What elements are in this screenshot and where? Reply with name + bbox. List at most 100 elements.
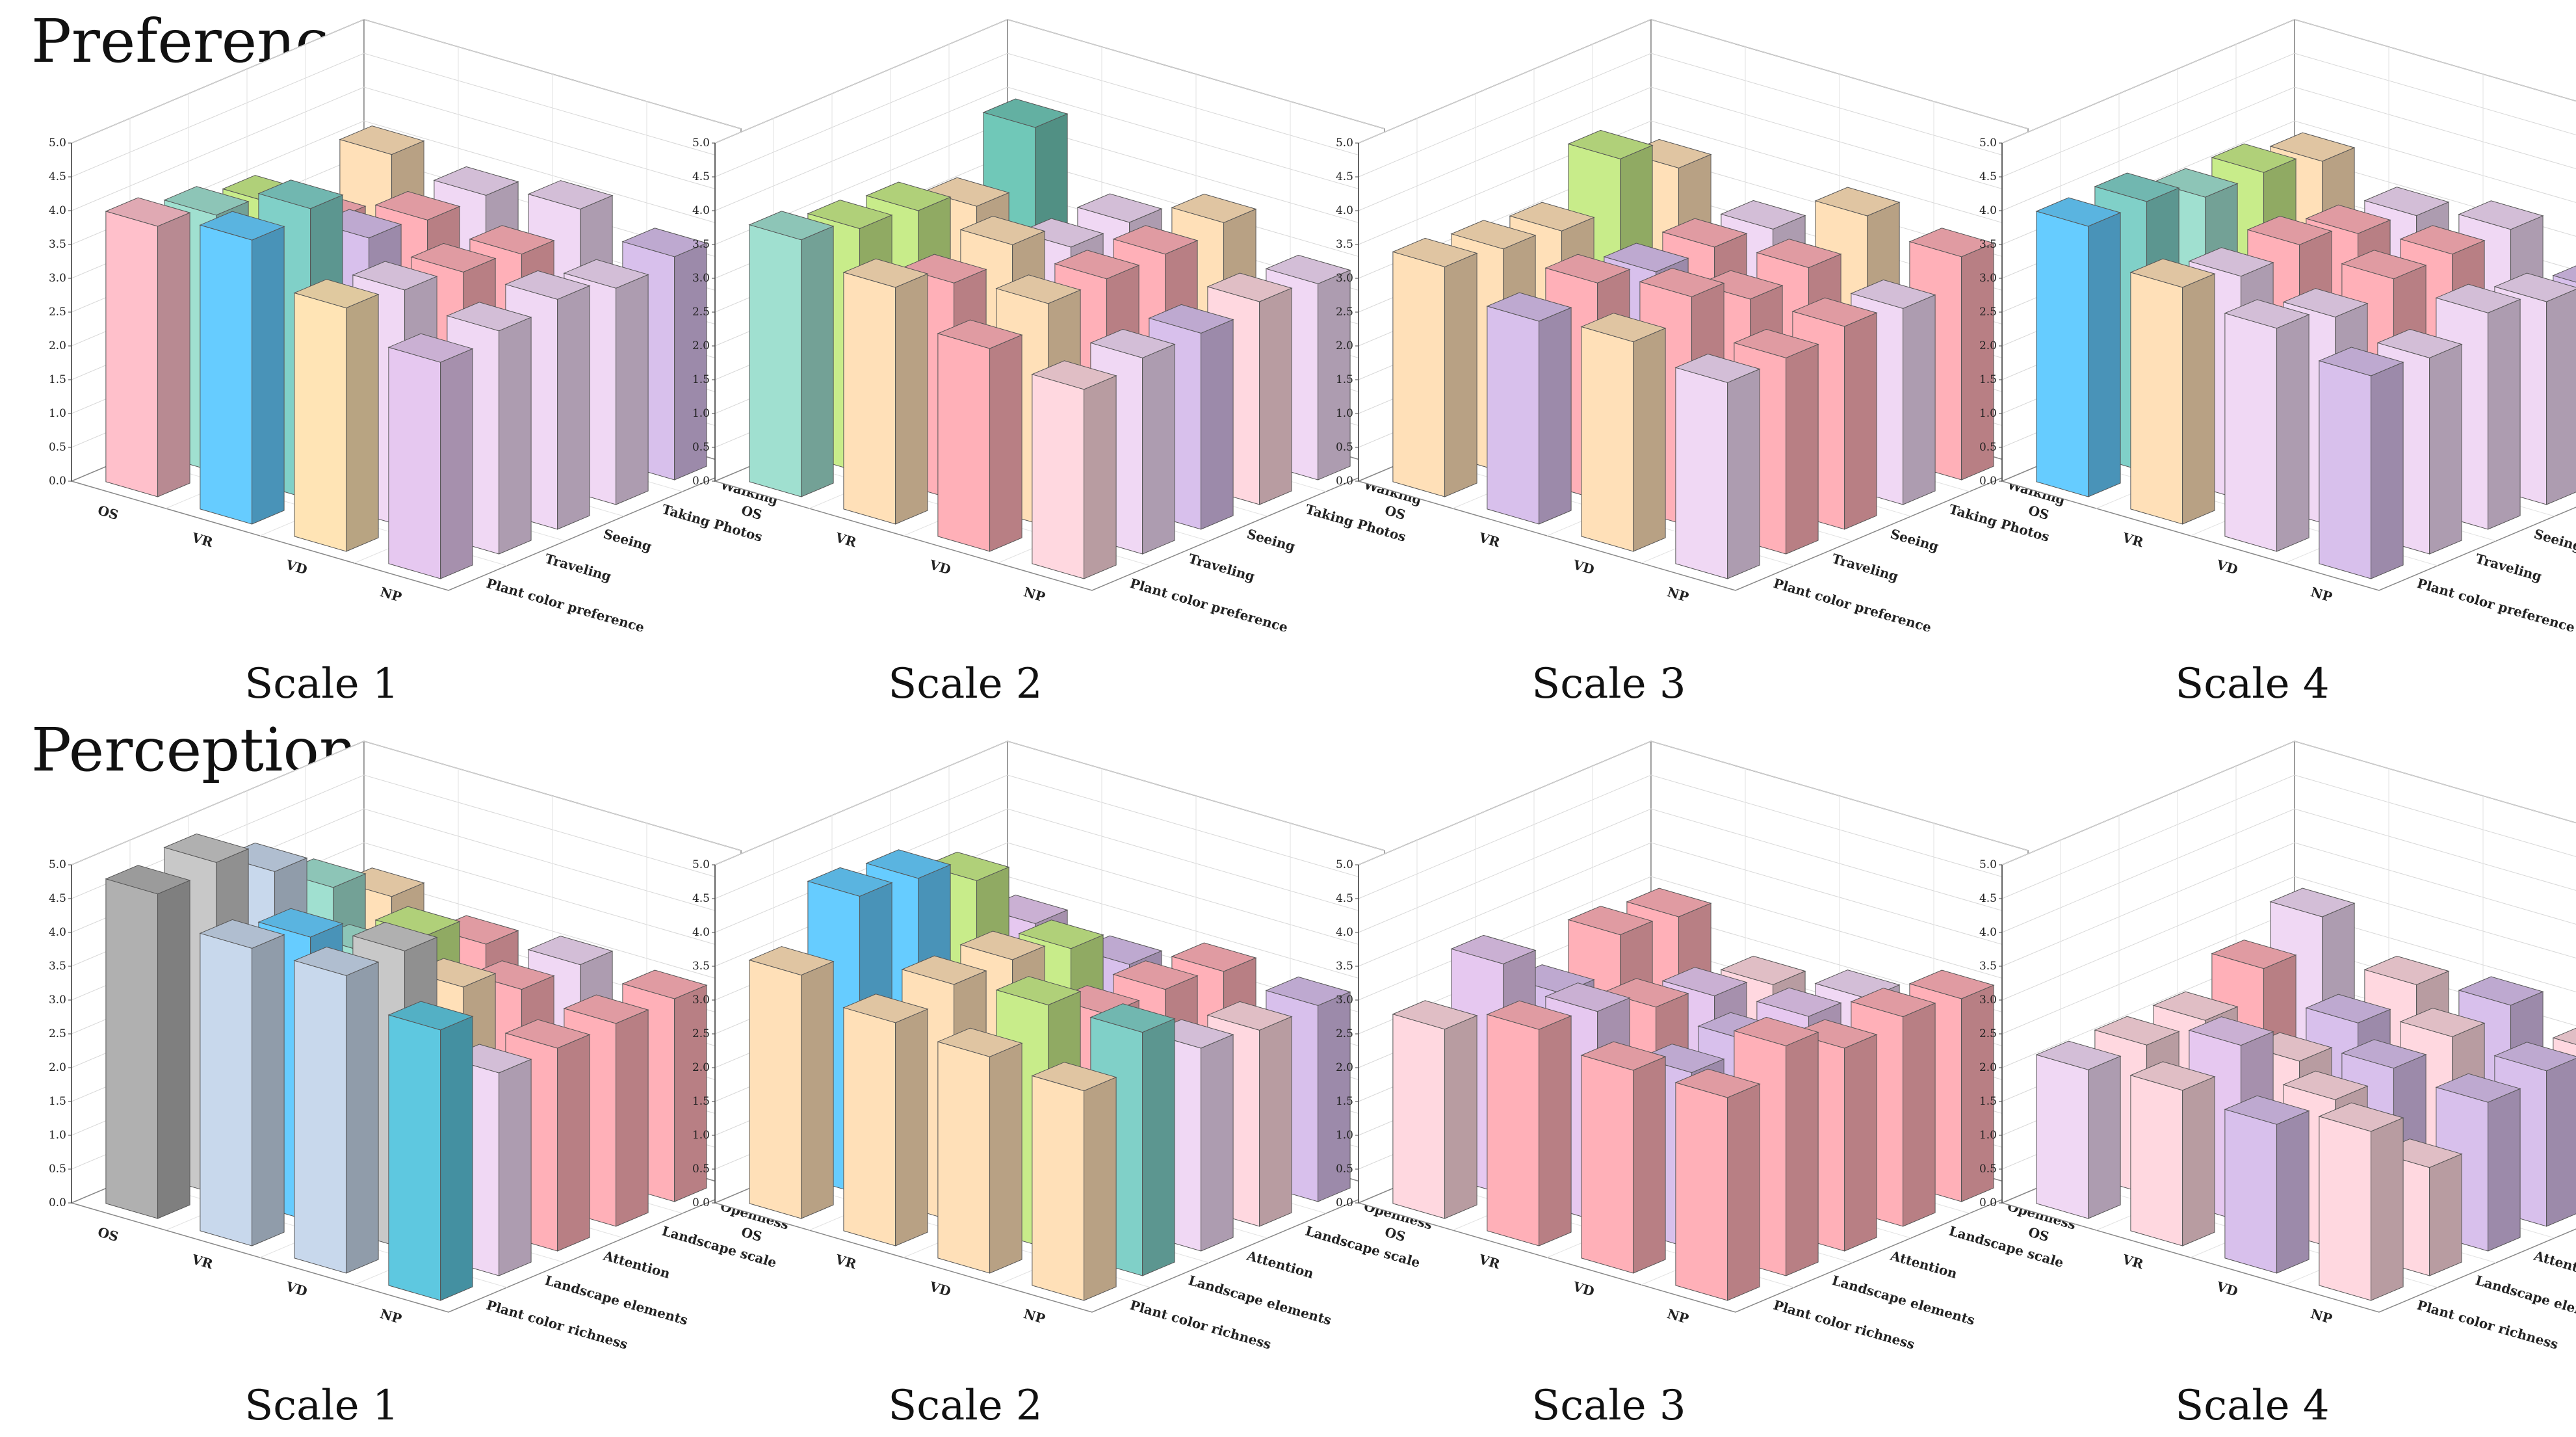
y-tick-label: 1.0 (692, 1129, 710, 1142)
bar-top-face (807, 200, 893, 230)
bar-top-face (2435, 283, 2521, 313)
y-tick-label: 3.0 (1336, 272, 1353, 285)
bar-front-face (2130, 272, 2183, 525)
bar (2129, 1061, 2216, 1246)
bar-top-face (901, 254, 987, 283)
chart-title: Scale 1 (244, 1382, 399, 1430)
bar-front-face (388, 347, 441, 579)
y-tick-label: 0.5 (1979, 441, 1997, 454)
gridline (1358, 741, 2029, 865)
y-tick-label: 1.5 (1979, 373, 1997, 386)
bar-front-face (2130, 1075, 2183, 1246)
bar-top-face (504, 1019, 591, 1049)
gridline (1358, 53, 2029, 178)
y-tick-label: 3.5 (1979, 960, 1997, 973)
bar-top-face (924, 177, 1010, 207)
bar-top-face (1450, 934, 1537, 964)
chart-panel-preference-scale-1: 0.0 0.5 1.0 1.5 2.0 2.5 3.0 3.5 4.0 4.5 5.0 OS VR VD N… (0, 18, 780, 715)
bar-top-face (1756, 987, 1842, 1017)
bar-top-face (2341, 250, 2427, 280)
y-tick-label: 4.5 (692, 892, 710, 905)
bar-top-face (2305, 994, 2391, 1023)
y-tick-label: 4.5 (1336, 892, 1353, 905)
x-tick-label: OS (1383, 1224, 1407, 1245)
bar (1031, 360, 1117, 579)
y-ticks: 0.0 0.5 1.0 1.5 2.0 2.5 3.0 3.5 4.0 4.5 5.0 (1336, 858, 1359, 1209)
gridline (1358, 86, 2029, 211)
y-tick-label: 0.5 (692, 441, 710, 454)
y-tick-label: 4.0 (1336, 926, 1353, 939)
bar-top-face (2399, 1007, 2486, 1037)
gridline (714, 741, 1385, 865)
bar-top-face (1567, 129, 1654, 159)
bar-top-face (2458, 976, 2544, 1006)
bar-side-face (801, 960, 834, 1219)
bar-top-face (1392, 237, 1478, 267)
bar-top-face (2211, 143, 2297, 173)
bar-top-face (410, 243, 497, 272)
y-tick-label: 3.5 (49, 960, 66, 973)
x-tick-label: NP (378, 1306, 404, 1326)
bars (748, 849, 1351, 1301)
bar-top-face (2188, 1016, 2274, 1046)
bar (2224, 299, 2310, 552)
bar-front-face (2036, 211, 2089, 497)
bar-front-face (200, 932, 253, 1246)
bar-front-face (1032, 374, 1085, 579)
bar-top-face (352, 261, 438, 291)
gridline (2001, 774, 2576, 899)
y-tick-label: 2.0 (692, 1061, 710, 1074)
chart-3d-bar: 0.0 0.5 1.0 1.5 2.0 2.5 3.0 3.5 4.0 4.5 5.0 OS VR VD N… (49, 18, 780, 635)
bar-front-face (749, 224, 802, 497)
bar-top-face (1639, 1044, 1725, 1074)
bar-top-face (2269, 132, 2356, 162)
y-tick-label: 4.0 (692, 926, 710, 939)
bar (842, 994, 929, 1246)
bar-top-face (2363, 187, 2450, 217)
bar (1580, 1041, 1667, 1274)
bar-side-face (440, 348, 473, 579)
chart-panel-perception-scale-1: 0.0 0.5 1.0 1.5 2.0 2.5 3.0 3.5 4.0 4.5 5.0 OS VR VD N… (0, 740, 791, 1437)
y-tick-label: 0.5 (49, 1163, 66, 1176)
bar-top-face (1603, 243, 1689, 272)
bar-top-face (1791, 297, 1878, 327)
bar-top-face (901, 955, 987, 985)
z-tick-label: Traveling (1830, 551, 1901, 585)
bar-top-face (1054, 250, 1140, 280)
x-tick-label: VR (833, 1251, 859, 1272)
bar-top-face (2094, 172, 2180, 202)
bar-top-face (1206, 272, 1293, 302)
bar-top-face (1674, 1068, 1761, 1098)
y-tick-label: 1.0 (692, 407, 710, 420)
bar-top-face (163, 833, 250, 863)
y-tick-label: 4.0 (1979, 926, 1997, 939)
y-tick-label: 4.0 (49, 204, 66, 217)
gridline (1358, 774, 2029, 899)
y-tick-label: 2.0 (49, 339, 66, 352)
y-tick-label: 1.5 (49, 373, 66, 386)
gridline (714, 53, 1385, 178)
bar-top-face (1567, 906, 1654, 936)
y-tick-label: 2.5 (692, 1027, 710, 1040)
bar-top-face (199, 211, 285, 241)
bar-top-face (1171, 942, 1257, 972)
bar-top-face (959, 930, 1046, 960)
x-tick-label: VD (927, 1278, 952, 1299)
y-tick-label: 2.0 (49, 1061, 66, 1074)
y-ticks: 0.0 0.5 1.0 1.5 2.0 2.5 3.0 3.5 4.0 4.5 5.0 (692, 137, 715, 488)
y-tick-label: 1.0 (1979, 1129, 1997, 1142)
y-tick-label: 0.5 (1979, 1163, 1997, 1176)
chart-panel-perception-scale-3: 0.0 0.5 1.0 1.5 2.0 2.5 3.0 3.5 4.0 4.5 5.0 OS VR VD N… (1287, 740, 2078, 1437)
bar-front-face (1675, 1082, 1728, 1301)
gridline (71, 53, 742, 178)
bar-top-face (1733, 328, 1819, 358)
y-tick-label: 0.0 (692, 475, 710, 488)
y-tick-label: 4.5 (49, 170, 66, 183)
bar-top-face (1720, 955, 1806, 985)
gridline (714, 19, 1385, 144)
bar-top-face (995, 976, 1082, 1006)
chart-3d-bar: 0.0 0.5 1.0 1.5 2.0 2.5 3.0 3.5 4.0 4.5 5.0 OS VR VD N… (1336, 18, 2067, 635)
bar-side-face (1444, 1015, 1477, 1219)
bar-side-face (1633, 1056, 1666, 1274)
x-tick-label: VR (190, 529, 215, 550)
